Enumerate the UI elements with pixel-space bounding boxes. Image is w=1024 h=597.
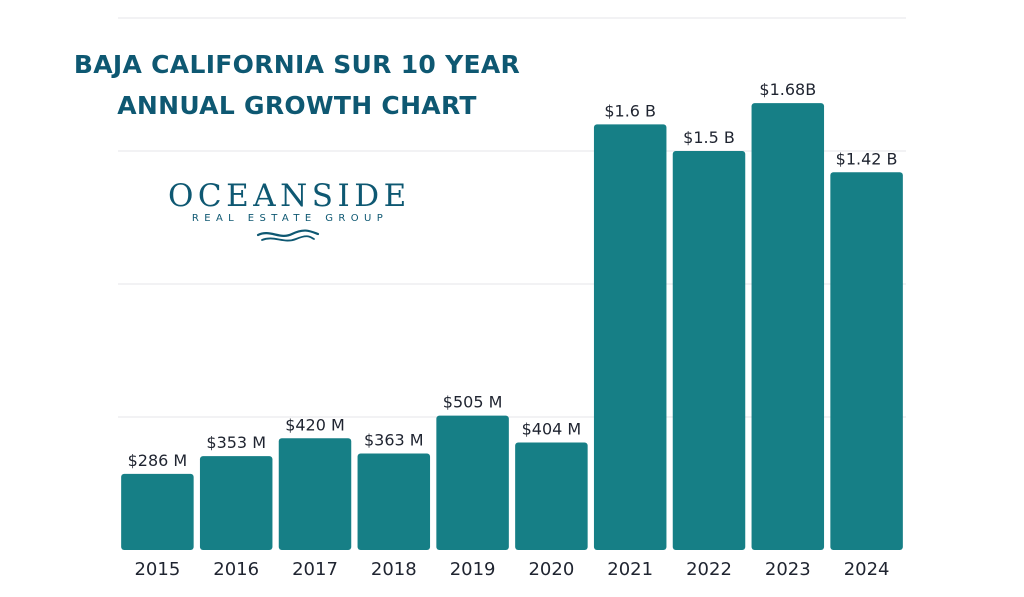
bar-2017 <box>278 438 352 550</box>
x-tick-label-2018: 2018 <box>371 559 417 580</box>
bar-value-label-2018: $363 M <box>364 430 424 449</box>
bar-value-label-2023: $1.68B <box>759 80 816 99</box>
x-tick-label-2016: 2016 <box>213 559 259 580</box>
x-axis-tick-labels: 2015 2016 2017 2018 2019 2020 2021 2022 2023 2024 <box>134 559 889 580</box>
bar-value-label-2021: $1.6 B <box>604 101 656 120</box>
waves-icon <box>256 229 320 242</box>
oceanside-logo: OCEANSIDE REAL ESTATE GROUP <box>168 180 408 245</box>
bar-2021 <box>593 124 667 551</box>
bar-value-label-2020: $404 M <box>522 420 582 439</box>
logo-name: OCEANSIDE <box>168 178 411 214</box>
bar-2022 <box>672 151 746 550</box>
bar-2023 <box>751 103 825 551</box>
bars <box>121 103 903 551</box>
bar-2015 <box>121 473 194 550</box>
bar-value-label-2024: $1.42 B <box>836 149 898 168</box>
x-tick-label-2021: 2021 <box>607 559 653 580</box>
x-tick-label-2024: 2024 <box>844 559 890 580</box>
bar-2024 <box>830 172 903 550</box>
x-tick-label-2017: 2017 <box>292 559 338 580</box>
chart-title: BAJA CALIFORNIA SUR 10 YEAR ANNUAL GROWT… <box>30 44 564 126</box>
x-tick-label-2019: 2019 <box>450 559 496 580</box>
bar-value-label-2022: $1.5 B <box>683 128 735 147</box>
chart-title-line-1: BAJA CALIFORNIA SUR 10 YEAR <box>73 50 521 79</box>
chart-title-line-2: ANNUAL GROWTH CHART <box>117 91 477 120</box>
x-tick-label-2020: 2020 <box>528 559 574 580</box>
bar-value-label-2016: $353 M <box>206 433 266 452</box>
bar-value-labels: $286 M $353 M $420 M $363 M $505 M $404 M $1.6… <box>128 80 898 470</box>
bar-2019 <box>436 415 509 550</box>
bar-value-label-2017: $420 M <box>285 415 345 434</box>
x-tick-label-2022: 2022 <box>686 559 732 580</box>
bar-value-label-2019: $505 M <box>443 393 503 412</box>
logo-tagline: REAL ESTATE GROUP <box>191 213 389 224</box>
bar-2016 <box>199 456 273 550</box>
bar-2018 <box>357 453 431 550</box>
x-tick-label-2023: 2023 <box>765 559 811 580</box>
x-tick-label-2015: 2015 <box>134 559 180 580</box>
bar-value-label-2015: $286 M <box>128 451 188 470</box>
bar-2020 <box>515 442 588 550</box>
